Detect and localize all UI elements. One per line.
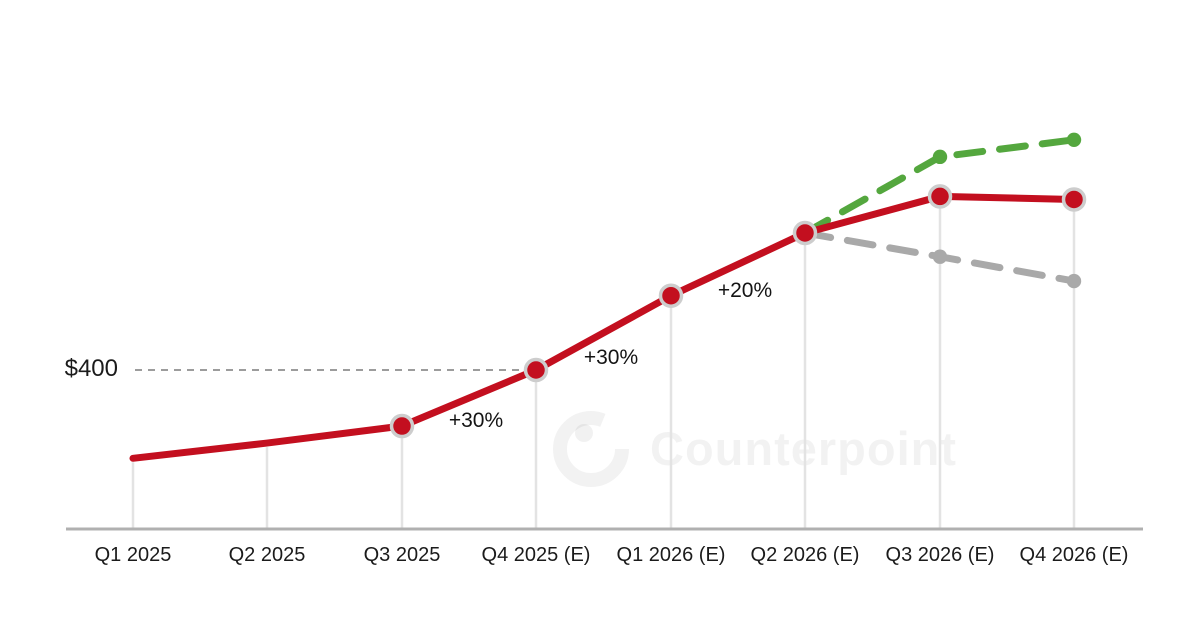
growth-annotation: +30%	[448, 409, 504, 432]
actual-forecast-point-marker	[658, 283, 684, 308]
series-group	[129, 132, 1087, 462]
series-actual-forecast-line	[129, 192, 1078, 462]
actual-forecast-point-marker	[389, 413, 415, 439]
x-axis-label: Q2 2025	[228, 544, 306, 566]
actual-forecast-point-marker	[792, 220, 818, 246]
x-axis-label: Q4 2026 (E)	[1019, 544, 1129, 566]
x-axis-label: Q4 2025 (E)	[481, 544, 591, 566]
drop-lines-group	[131, 200, 1076, 528]
actual-forecast-point-marker	[1061, 187, 1087, 212]
upside-scenario-point-marker	[932, 149, 948, 165]
x-axis-label: Q3 2025	[363, 544, 441, 566]
downside-scenario-point-marker	[932, 249, 948, 264]
x-axis-label: Q1 2025	[94, 544, 172, 566]
actual-forecast-point-marker	[523, 357, 549, 383]
y-reference-label: $400	[64, 355, 118, 382]
x-axis-label: Q3 2026 (E)	[885, 544, 995, 566]
downside-scenario-point-marker	[1066, 273, 1082, 289]
growth-annotation: +30%	[583, 346, 639, 369]
growth-annotation: +20%	[717, 279, 773, 302]
upside-scenario-point-marker	[1066, 132, 1082, 147]
x-axis-label: Q2 2026 (E)	[750, 544, 860, 566]
x-axis-label: Q1 2026 (E)	[616, 544, 726, 566]
actual-forecast-point-marker	[927, 184, 953, 209]
